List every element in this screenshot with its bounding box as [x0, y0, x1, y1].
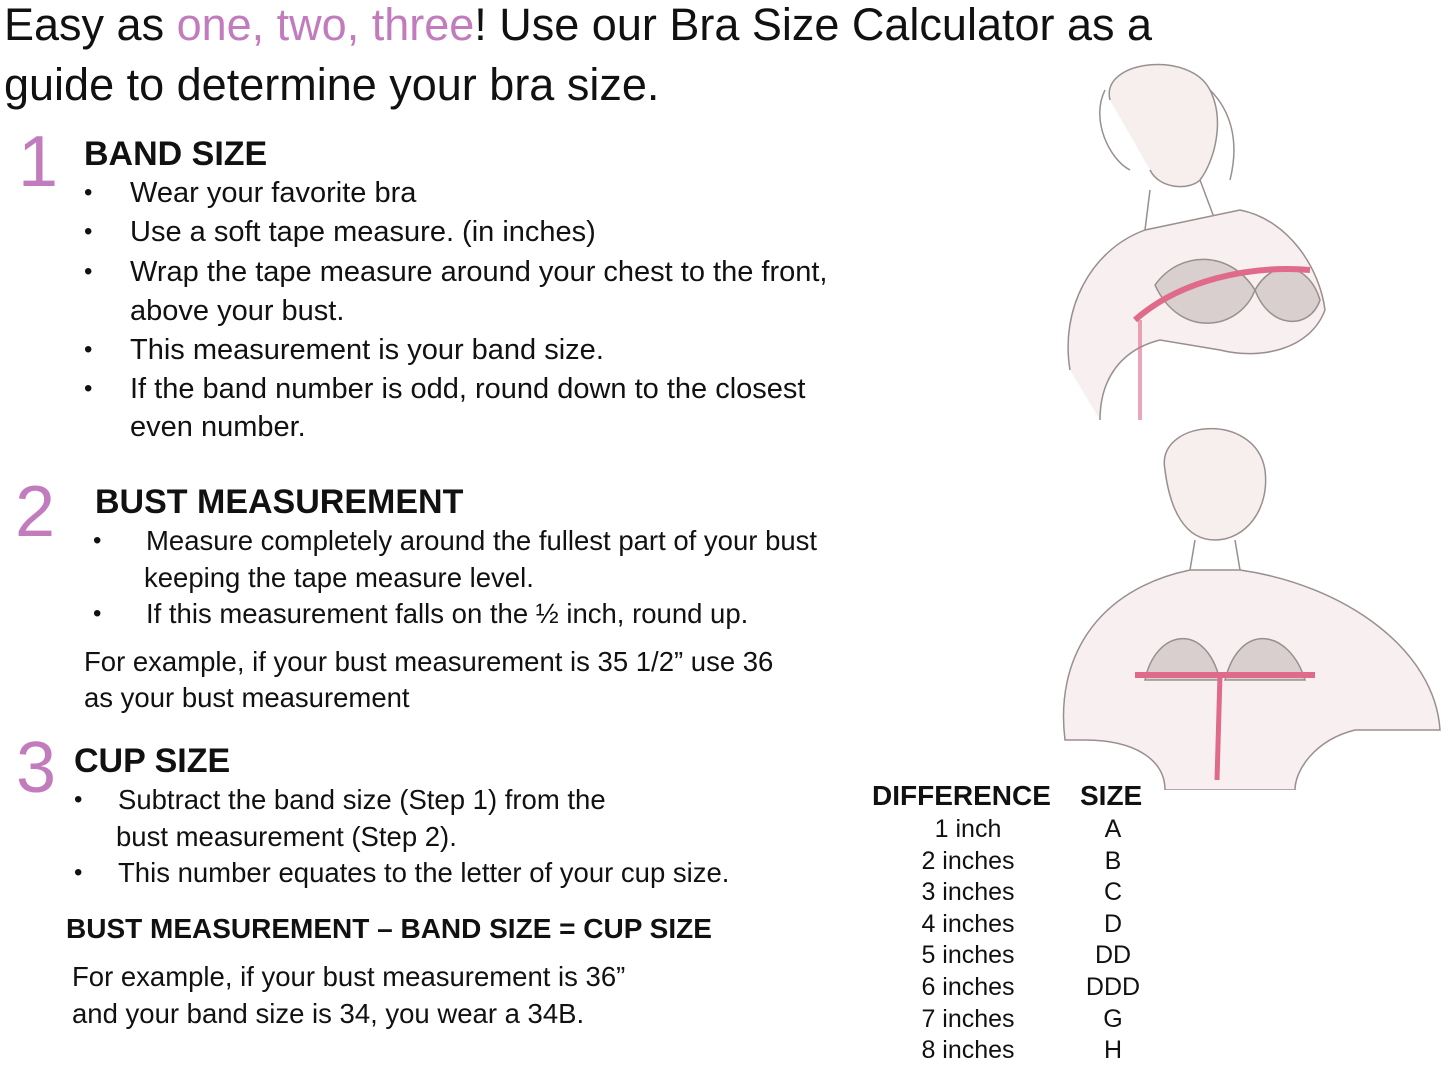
woman-measuring-band-illustration [1067, 63, 1326, 421]
step2-heading: BUST MEASUREMENT [95, 483, 464, 521]
step-number-2: 2 [15, 472, 56, 552]
table-cell-difference: 6 inches [921, 973, 1015, 1001]
list-item: This measurement is your band size. [130, 334, 604, 366]
table-cell-size: D [1103, 909, 1123, 938]
table-cell-size: B [1104, 846, 1122, 875]
step2-example-line1: For example, if your bust measurement is… [84, 646, 774, 677]
bullet-icon: • [84, 218, 93, 245]
title-highlight: one, two, three [176, 0, 475, 50]
table-cell-size: DD [1094, 941, 1132, 970]
title-prefix: Easy as [4, 0, 177, 50]
step2-example-line2: as your bust measurement [84, 682, 410, 713]
table-cell-size: A [1104, 815, 1122, 843]
page-title-line1: Easy as one, two, three! Use our Bra Siz… [4, 2, 1152, 47]
step-number-3: 3 [16, 728, 57, 808]
list-item: Wrap the tape measure around your chest … [130, 256, 828, 288]
list-item: Wear your favorite bra [130, 177, 417, 209]
table-cell-difference: 5 inches [921, 941, 1015, 970]
step3-example-line1: For example, if your bust measurement is… [72, 961, 626, 992]
bullet-icon: • [74, 786, 83, 813]
list-item-continued: even number. [130, 411, 306, 443]
table-cell-difference: 1 inch [934, 815, 1002, 843]
list-item: Use a soft tape measure. (in inches) [130, 216, 596, 248]
table-cell-difference: 3 inches [921, 878, 1015, 907]
list-item: Subtract the band size (Step 1) from the [118, 784, 606, 815]
step1-heading: BAND SIZE [84, 135, 268, 173]
step-number-1: 1 [18, 122, 59, 202]
woman-measuring-bust-illustration [1062, 427, 1441, 790]
table-cell-size: G [1103, 1004, 1123, 1033]
bullet-icon: • [93, 600, 102, 627]
table-header-difference: DIFFERENCE [872, 780, 1051, 811]
list-item: If the band number is odd, round down to… [130, 373, 806, 405]
table-cell-size: H [1103, 1036, 1123, 1065]
list-item-continued: above your bust. [130, 295, 345, 327]
cup-size-formula: BUST MEASUREMENT – BAND SIZE = CUP SIZE [66, 913, 712, 944]
step3-example-line2: and your band size is 34, you wear a 34B… [72, 998, 585, 1029]
bullet-icon: • [84, 375, 93, 402]
bullet-icon: • [84, 336, 93, 363]
list-item: Measure completely around the fullest pa… [146, 525, 818, 556]
table-header-size: SIZE [1080, 780, 1143, 811]
table-cell-size: C [1103, 878, 1123, 907]
table-cell-difference: 2 inches [921, 846, 1015, 875]
table-cell-difference: 8 inches [921, 1036, 1015, 1065]
list-item-continued: bust measurement (Step 2). [116, 821, 457, 852]
table-cell-difference: 7 inches [921, 1004, 1015, 1033]
title-suffix: ! Use our Bra Size Calculator as a [474, 0, 1153, 50]
list-item: If this measurement falls on the ½ inch,… [146, 598, 749, 629]
bullet-icon: • [84, 179, 93, 206]
bullet-icon: • [93, 527, 102, 554]
list-item: This number equates to the letter of you… [118, 857, 730, 888]
table-cell-size: DDD [1085, 973, 1141, 1001]
step3-heading: CUP SIZE [74, 742, 231, 780]
bullet-icon: • [74, 859, 83, 886]
list-item-continued: keeping the tape measure level. [144, 562, 534, 593]
page-title-line2: guide to determine your bra size. [4, 59, 660, 110]
table-cell-difference: 4 inches [921, 909, 1015, 938]
bullet-icon: • [84, 258, 93, 285]
